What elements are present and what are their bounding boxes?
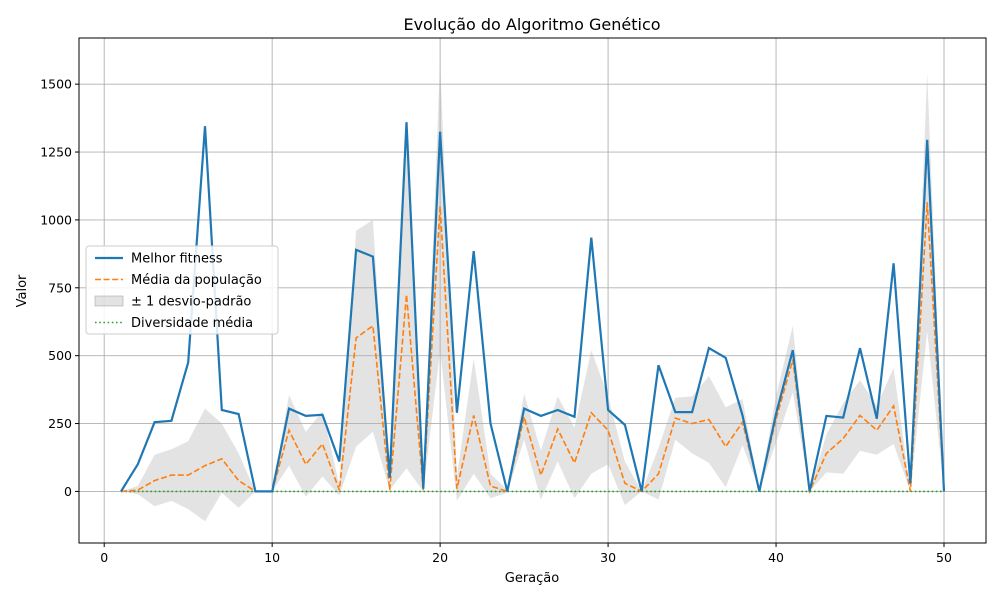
- std-band-area: [121, 62, 944, 522]
- legend-box: [85, 245, 279, 335]
- series-line-melhor-fitness: [120, 122, 946, 493]
- x-tick-label: 50: [936, 550, 952, 565]
- legend: Melhor fitness Média da população ± 1 desv…: [85, 245, 279, 335]
- x-tick-label: 10: [264, 550, 280, 565]
- legend-entry-label: Média da população: [131, 273, 262, 288]
- x-tick-label: 20: [432, 550, 448, 565]
- y-axis-label: Valor: [15, 274, 30, 307]
- x-axis-label: Geração: [505, 571, 559, 586]
- y-tick-label: 1500: [40, 77, 72, 92]
- y-tick-label: 1000: [40, 212, 72, 227]
- chart-title: Evolução do Algoritmo Genético: [403, 15, 660, 34]
- y-tick-label: 1250: [40, 145, 72, 160]
- series-lines-layer: [120, 122, 946, 495]
- plot-frame: [78, 37, 987, 544]
- x-tick-label: 40: [768, 550, 784, 565]
- grid-lines: [79, 38, 986, 543]
- x-tick-label: 0: [100, 550, 108, 565]
- y-tick-label: 250: [48, 416, 72, 431]
- legend-entry-label: ± 1 desvio-padrão: [131, 295, 251, 310]
- x-tick-label: 30: [600, 550, 616, 565]
- std-band-layer: [121, 62, 944, 522]
- y-tick-label: 0: [64, 484, 72, 499]
- y-tick-label: 500: [48, 348, 72, 363]
- legend-entry-label: Melhor fitness: [131, 252, 223, 267]
- legend-entry-label: Diversidade média: [131, 316, 253, 331]
- y-tick-label: 750: [48, 280, 72, 295]
- legend-swatch: [94, 295, 124, 307]
